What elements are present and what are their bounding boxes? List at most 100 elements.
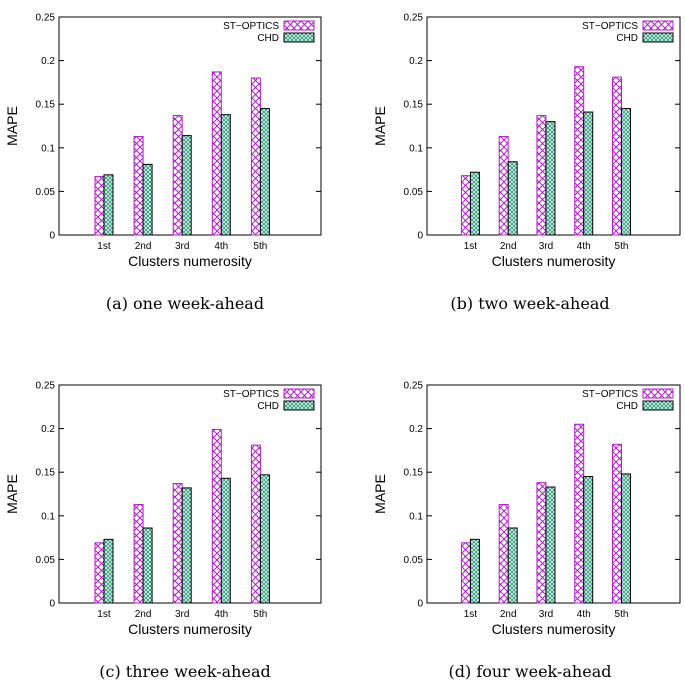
bar-st-optics-3rd (536, 115, 547, 236)
bar-chd-5th (620, 108, 631, 236)
x-tick-label: 5th (615, 241, 629, 252)
bar-chd-4th (220, 114, 231, 236)
x-tick-label: 3rd (175, 241, 189, 252)
bar-chd-3rd (181, 487, 192, 604)
bar-chd-5th (620, 473, 631, 604)
y-axis-label: MAPE (4, 106, 20, 146)
panel-caption: (b) two week-ahead (450, 294, 609, 313)
bar-st-optics-1st (460, 542, 471, 604)
legend-label-chd: CHD (257, 401, 279, 412)
bar-st-optics-4th (211, 428, 222, 604)
x-tick-label: 1st (464, 609, 478, 620)
legend-label-st-optics: ST−OPTICS (223, 21, 279, 32)
bar-chd-3rd (545, 121, 556, 236)
y-tick-label: 0.05 (404, 187, 424, 198)
x-tick-label: 4th (577, 609, 591, 620)
x-tick-label: 3rd (175, 609, 189, 620)
y-tick-label: 0.15 (404, 100, 424, 111)
chart-panel-1: 0 0.05 0.1 0.15 0.2 0.25 1st 2nd 3rd 4th 5thCluste… (4, 13, 322, 313)
bar-st-optics-3rd (172, 483, 183, 604)
bar-st-optics-5th (250, 444, 261, 604)
y-tick-label: 0.1 (409, 143, 423, 154)
y-axis-label: MAPE (372, 474, 388, 514)
y-tick-label: 0.25 (36, 381, 56, 392)
y-tick-label: 0.1 (41, 143, 55, 154)
x-axis-label: Clusters numerosity (492, 621, 616, 637)
x-tick-label: 3rd (539, 241, 553, 252)
bar-st-optics-1st (460, 175, 471, 236)
y-tick-label: 0.2 (41, 424, 55, 435)
bar-st-optics-1st (94, 542, 105, 604)
x-tick-label: 4th (214, 241, 228, 252)
bar-st-optics-4th (211, 71, 222, 236)
bar-chd-2nd (142, 527, 153, 604)
bar-st-optics-4th (574, 423, 585, 604)
x-tick-label: 2nd (135, 241, 152, 252)
x-tick-label: 1st (97, 609, 111, 620)
y-tick-label: 0.25 (404, 13, 424, 24)
x-tick-label: 5th (615, 609, 629, 620)
bar-st-optics-3rd (172, 115, 183, 236)
y-tick-label: 0.1 (409, 511, 423, 522)
y-tick-label: 0 (417, 231, 423, 242)
y-axis-label: MAPE (4, 474, 20, 514)
x-axis-label: Clusters numerosity (128, 621, 252, 637)
legend-swatch-chd (642, 32, 674, 43)
x-tick-label: 1st (97, 241, 111, 252)
legend-swatch-st-optics (283, 20, 315, 31)
chart-panel-4: 0 0.05 0.1 0.15 0.2 0.25 1st 2nd 3rd 4th 5thCluste… (372, 381, 681, 681)
legend-label-chd: CHD (257, 33, 279, 44)
bar-st-optics-5th (611, 443, 622, 604)
y-tick-label: 0.05 (36, 187, 56, 198)
y-axis-label: MAPE (372, 106, 388, 146)
bar-st-optics-2nd (498, 503, 509, 604)
legend-label-st-optics: ST−OPTICS (582, 389, 638, 400)
y-tick-label: 0 (417, 599, 423, 610)
bar-chd-3rd (181, 135, 192, 236)
x-tick-label: 4th (214, 609, 228, 620)
y-tick-label: 0.2 (409, 424, 423, 435)
legend-swatch-st-optics (283, 388, 315, 399)
bar-chd-1st (103, 174, 114, 236)
bar-chd-4th (583, 476, 594, 604)
bar-chd-2nd (507, 527, 518, 604)
legend-swatch-st-optics (642, 388, 674, 399)
y-tick-label: 0.15 (36, 100, 56, 111)
x-tick-label: 2nd (135, 609, 152, 620)
bar-chd-2nd (507, 161, 518, 236)
panel-caption: (c) three week-ahead (99, 662, 270, 681)
bar-st-optics-1st (94, 176, 105, 236)
legend-swatch-chd (283, 32, 315, 43)
bar-chd-5th (259, 474, 270, 604)
legend-label-chd: CHD (616, 33, 638, 44)
x-tick-label: 4th (577, 241, 591, 252)
x-tick-label: 5th (253, 241, 267, 252)
bar-chd-4th (583, 111, 594, 236)
bar-chd-1st (103, 538, 114, 604)
bar-chd-5th (259, 108, 270, 236)
bar-chd-2nd (142, 163, 153, 236)
y-tick-label: 0.15 (404, 468, 424, 479)
bar-st-optics-4th (574, 66, 585, 236)
bar-chd-1st (469, 171, 480, 236)
bar-chd-1st (469, 538, 480, 604)
legend-label-st-optics: ST−OPTICS (223, 389, 279, 400)
legend-label-chd: CHD (616, 401, 638, 412)
bar-st-optics-2nd (498, 135, 509, 236)
x-tick-label: 2nd (500, 241, 517, 252)
x-axis-label: Clusters numerosity (128, 253, 252, 269)
x-tick-label: 5th (253, 609, 267, 620)
x-axis-label: Clusters numerosity (492, 253, 616, 269)
y-tick-label: 0.25 (404, 381, 424, 392)
bar-st-optics-5th (250, 77, 261, 236)
legend-swatch-chd (642, 400, 674, 411)
y-tick-label: 0.05 (36, 555, 56, 566)
bar-st-optics-2nd (133, 503, 144, 604)
y-tick-label: 0 (49, 231, 55, 242)
bar-st-optics-3rd (536, 482, 547, 604)
bar-st-optics-5th (611, 76, 622, 236)
legend-swatch-chd (283, 400, 315, 411)
bar-st-optics-2nd (133, 135, 144, 236)
y-tick-label: 0.05 (404, 555, 424, 566)
